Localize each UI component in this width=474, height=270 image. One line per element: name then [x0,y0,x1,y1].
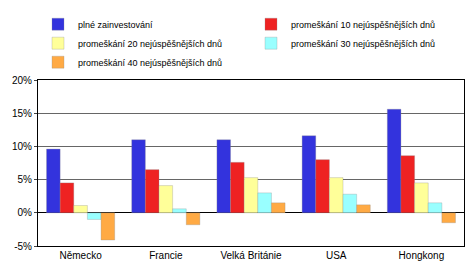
svg-text:Francie: Francie [149,250,183,261]
svg-text:plné zainvestování: plné zainvestování [78,20,153,30]
svg-text:promeškání 40 nejúspěšnějších: promeškání 40 nejúspěšnějších dnů [78,58,222,68]
svg-text:10%: 10% [12,141,32,152]
svg-text:Německo: Německo [59,250,102,261]
svg-text:0%: 0% [18,207,33,218]
svg-text:promeškání 10 nejúspěšnějších: promeškání 10 nejúspěšnějších dnů [291,20,435,30]
svg-text:-5%: -5% [14,241,32,252]
svg-text:20%: 20% [12,75,32,86]
svg-text:5%: 5% [18,174,33,185]
svg-text:15%: 15% [12,108,32,119]
svg-text:USA: USA [326,250,347,261]
svg-text:promeškání 20 nejúspěšnějších: promeškání 20 nejúspěšnějších dnů [78,39,222,49]
svg-text:promeškání 30 nejúspěšnějších: promeškání 30 nejúspěšnějších dnů [291,39,435,49]
svg-text:Velká Británie: Velká Británie [220,250,282,261]
svg-text:Hongkong: Hongkong [399,250,445,261]
